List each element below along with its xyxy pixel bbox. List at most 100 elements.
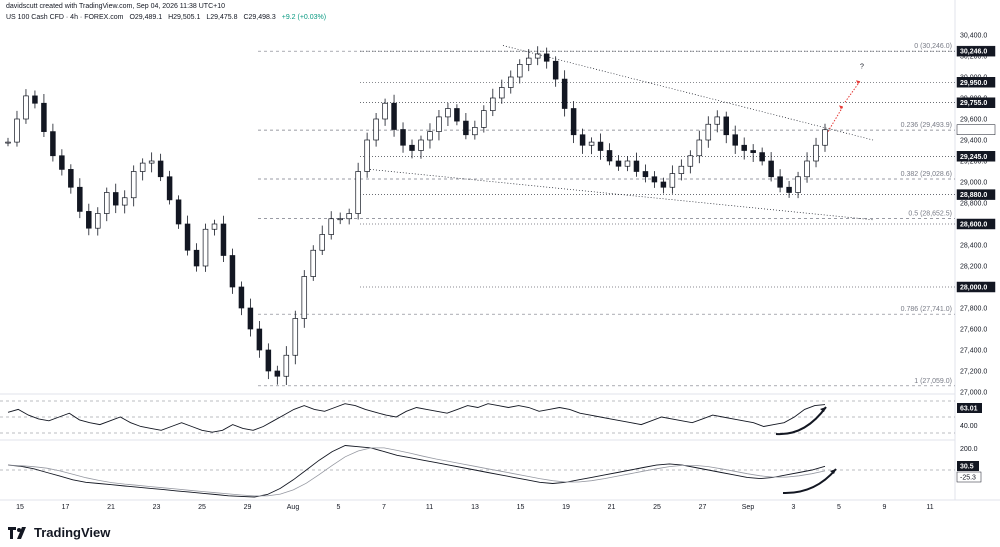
candle-body [355, 171, 361, 214]
candle-body [723, 116, 729, 136]
candle-body [130, 171, 137, 199]
candle-body [597, 141, 604, 151]
fib-level-label: 0.382 (29,028.6) [901, 171, 952, 178]
candle-body [588, 141, 595, 146]
x-tick-label: 7 [382, 504, 386, 511]
candle-body [768, 160, 774, 178]
candle-body [525, 57, 532, 65]
price-tag-label: 29,498.3 [960, 127, 987, 134]
macd-value-label: 30.5 [960, 464, 974, 471]
price-tag [956, 45, 996, 57]
y-tick-label: 30,400.0 [960, 33, 987, 40]
projection-arrowhead-1 [839, 105, 843, 110]
candle-body [741, 144, 747, 151]
rsi-line [7, 403, 826, 433]
rsi-value-tag [957, 403, 982, 413]
candle-body [552, 60, 559, 80]
candle-body [633, 160, 640, 172]
price-tag-label: 28,000.0 [960, 285, 987, 292]
candle-body [247, 307, 254, 330]
candle-body [481, 110, 487, 128]
macd-line [7, 445, 826, 498]
candle-body [660, 181, 667, 188]
open-value: O29,489.1 [129, 14, 163, 21]
candle-body [795, 176, 801, 193]
candle-body [463, 120, 469, 136]
y-tick-label: 29,400.0 [960, 138, 987, 145]
x-tick-label: 21 [107, 504, 115, 511]
change-value: +9.2 (+0.03%) [281, 14, 327, 21]
candle-body [472, 127, 478, 136]
candle-body [310, 249, 317, 277]
candle-body [687, 155, 694, 167]
candle-body [41, 102, 47, 132]
candle-body [570, 108, 577, 136]
candle-body [148, 160, 155, 164]
fib-level-label: 1 (27,059.0) [914, 378, 952, 385]
x-tick-label: 11 [926, 504, 933, 511]
x-tick-label: 13 [471, 504, 479, 511]
price-tag [956, 77, 996, 88]
candle-body [786, 186, 792, 193]
candle-body [418, 139, 424, 151]
x-tick-label: 23 [153, 504, 161, 511]
projection-arrowhead-2 [856, 80, 860, 85]
candle-body [561, 78, 568, 109]
y-tick-label: 27,600.0 [960, 327, 987, 334]
candle-body [211, 223, 218, 230]
price-tag-label: 28,880.0 [960, 192, 987, 199]
candle-body [651, 176, 658, 183]
candle-body [121, 197, 128, 206]
x-tick-label: 29 [244, 504, 252, 511]
candle-body [104, 192, 110, 214]
candle-body [445, 108, 451, 118]
question-mark-annotation: ? [860, 64, 864, 71]
candle-body [615, 160, 622, 167]
y-tick-label: 27,400.0 [960, 348, 987, 355]
candle-body [436, 116, 442, 132]
candle-body [579, 134, 586, 146]
macd-value-tag [957, 461, 979, 471]
x-tick-label: 3 [792, 504, 796, 511]
lower-trendline [369, 169, 874, 221]
price-tag [956, 124, 996, 135]
x-tick-label: 21 [608, 504, 616, 511]
y-tick-label: 27,000.0 [960, 390, 987, 397]
x-tick-label: 15 [16, 504, 24, 511]
tradingview-logo[interactable]: TradingView [8, 525, 110, 540]
y-tick-label: 29,000.0 [960, 180, 987, 187]
price-tag [956, 218, 996, 230]
candle-body [346, 213, 352, 220]
candle-body [606, 150, 613, 162]
x-tick-label: Aug [287, 504, 300, 511]
price-tag-label: 29,950.0 [960, 80, 987, 87]
candle-body [68, 169, 74, 188]
symbol-name[interactable]: US 100 Cash CFD · 4h · FOREX.com [6, 14, 124, 21]
macd-trend-arrow [782, 468, 837, 495]
symbol-line: US 100 Cash CFD · 4h · FOREX.com O29,489… [6, 14, 330, 21]
x-tick-label: 25 [653, 504, 661, 511]
macd-signal-line [7, 447, 826, 497]
candle-body [220, 223, 227, 256]
candle-body [364, 139, 370, 172]
candle-body [256, 328, 263, 351]
candle-body [534, 53, 541, 59]
candle-body [669, 173, 676, 188]
candle-body [750, 150, 756, 153]
x-tick-label: 27 [699, 504, 707, 511]
price-tag-label: 28,600.0 [960, 222, 987, 229]
candle-body [391, 102, 397, 130]
x-tick-label: 5 [337, 504, 341, 511]
candle-body [157, 160, 164, 178]
candle-body [5, 141, 11, 144]
candle-body [175, 199, 182, 225]
price-tag [956, 97, 996, 108]
y-tick-label: 28,400.0 [960, 243, 987, 250]
candle-body [265, 349, 272, 372]
candle-body [328, 218, 334, 235]
candle-body [400, 129, 406, 146]
chart-header: davidscutt created with TradingView.com,… [6, 3, 326, 21]
fib-level-label: 0.786 (27,741.0) [901, 306, 952, 313]
candle-body [705, 123, 712, 141]
